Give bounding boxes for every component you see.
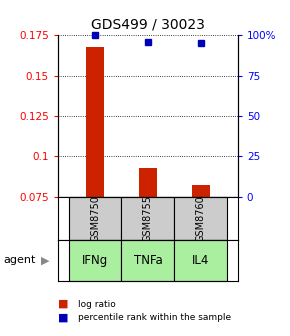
Text: ▶: ▶: [41, 255, 49, 265]
Text: IFNg: IFNg: [82, 254, 108, 267]
Bar: [122, 197, 174, 240]
Bar: [191, 185, 210, 197]
Text: TNFa: TNFa: [133, 254, 162, 267]
Text: ■: ■: [58, 299, 68, 309]
Bar: [68, 197, 122, 240]
Text: agent: agent: [3, 255, 35, 265]
Bar: [68, 240, 122, 281]
Text: log ratio: log ratio: [78, 300, 116, 308]
Bar: [86, 47, 104, 197]
Bar: [122, 240, 174, 281]
Bar: [139, 168, 157, 197]
Text: percentile rank within the sample: percentile rank within the sample: [78, 313, 231, 322]
Text: IL4: IL4: [192, 254, 209, 267]
Bar: [174, 240, 227, 281]
Text: GDS499 / 30023: GDS499 / 30023: [91, 18, 205, 32]
Text: GSM8760: GSM8760: [196, 195, 206, 242]
Text: GSM8750: GSM8750: [90, 195, 100, 242]
Text: GSM8755: GSM8755: [143, 195, 153, 242]
Bar: [174, 197, 227, 240]
Text: ■: ■: [58, 312, 68, 323]
